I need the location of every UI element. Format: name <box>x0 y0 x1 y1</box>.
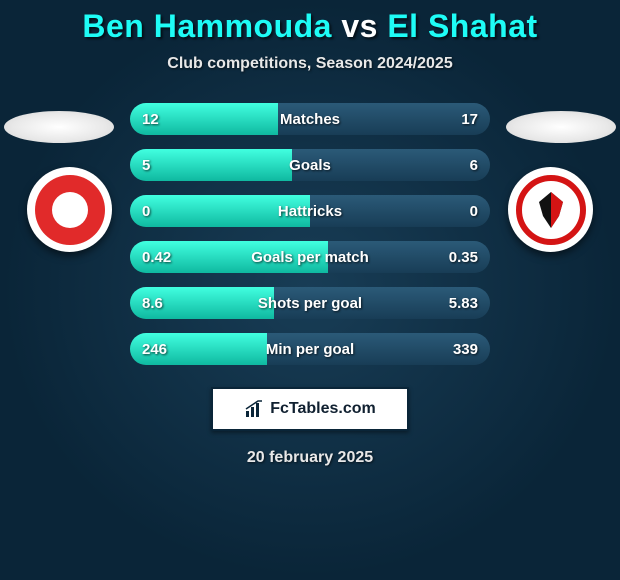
date: 20 february 2025 <box>0 449 620 467</box>
stat-row: 246339Min per goal <box>130 333 490 365</box>
bar-segment-left <box>130 241 328 273</box>
stat-row: 0.420.35Goals per match <box>130 241 490 273</box>
bar-segment-right <box>292 149 490 181</box>
brand-text: FcTables.com <box>270 400 376 418</box>
stat-row: 00Hattricks <box>130 195 490 227</box>
stat-row: 8.65.83Shots per goal <box>130 287 490 319</box>
club-logo-right <box>508 167 593 252</box>
club-logo-right-inner <box>516 175 586 245</box>
vs-text: vs <box>341 8 378 44</box>
stage: 1217Matches 56Goals 00Hattricks 0.420.35Goa… <box>0 103 620 365</box>
right-oval <box>506 111 616 143</box>
brand-icon <box>244 399 264 419</box>
bar-segment-left <box>130 333 267 365</box>
bar-segment-right <box>274 287 490 319</box>
player1-name: Ben Hammouda <box>82 8 332 44</box>
left-oval <box>4 111 114 143</box>
bar-segment-left <box>130 195 310 227</box>
bar-segment-left <box>130 287 274 319</box>
stat-row: 1217Matches <box>130 103 490 135</box>
player2-name: El Shahat <box>387 8 537 44</box>
title: Ben Hammouda vs El Shahat <box>0 8 620 45</box>
bar-segment-right <box>328 241 490 273</box>
bar-segment-right <box>310 195 490 227</box>
brand-box: FcTables.com <box>211 387 409 431</box>
bar-segment-left <box>130 103 278 135</box>
bar-segment-right <box>267 333 490 365</box>
eagle-icon <box>529 188 573 232</box>
club-logo-left <box>27 167 112 252</box>
stat-bars: 1217Matches 56Goals 00Hattricks 0.420.35Goa… <box>130 103 490 365</box>
bar-segment-left <box>130 149 292 181</box>
bar-segment-right <box>278 103 490 135</box>
comparison-card: Ben Hammouda vs El Shahat Club competiti… <box>0 0 620 580</box>
subtitle: Club competitions, Season 2024/2025 <box>0 55 620 73</box>
stat-row: 56Goals <box>130 149 490 181</box>
club-logo-left-inner <box>35 175 105 245</box>
